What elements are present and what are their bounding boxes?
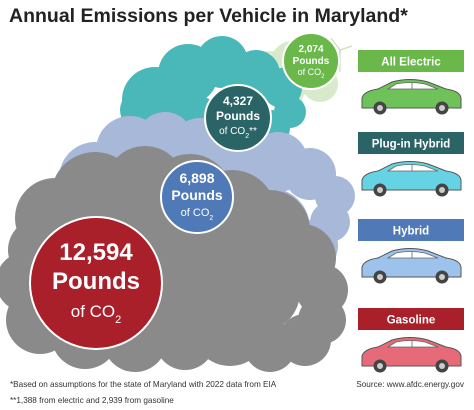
footnote-assumptions: *Based on assumptions for the state of M… <box>10 380 277 389</box>
value-co2-hybrid: of CO2 <box>181 207 214 222</box>
category-badge-all-electric <box>358 50 464 72</box>
category-label-gasoline: Gasoline <box>387 315 436 327</box>
car-icon-all-electric <box>361 79 462 115</box>
value-circle-all-electric <box>282 32 340 90</box>
value-circle-hybrid <box>160 160 234 234</box>
category-label-all-electric: All Electric <box>381 57 441 69</box>
value-unit-plug-in-hybrid: Pounds <box>216 109 260 123</box>
footnote-plugin-breakdown: **1,388 from electric and 2,939 from gas… <box>10 396 174 405</box>
car-icon-plug-in-hybrid <box>361 161 462 197</box>
value-unit-gasoline: Pounds <box>52 268 140 295</box>
value-unit-all-electric: Pounds <box>293 56 330 67</box>
value-co2-all-electric: of CO2 <box>298 67 326 80</box>
category-label-hybrid: Hybrid <box>393 226 429 238</box>
value-label-all-electric: 2,074 <box>298 44 323 55</box>
category-badge-gasoline <box>358 308 464 330</box>
value-label-plug-in-hybrid: 4,327 <box>223 94 253 108</box>
value-label-hybrid: 6,898 <box>179 170 214 186</box>
value-circle-plug-in-hybrid <box>204 84 272 152</box>
source-note: Source: www.afdc.energy.gov <box>356 380 464 389</box>
category-badge-hybrid <box>358 219 464 241</box>
chart-title: Annual Emissions per Vehicle in Maryland… <box>9 5 408 27</box>
car-icon-hybrid <box>361 248 462 284</box>
category-badge-plug-in-hybrid <box>358 132 464 154</box>
value-unit-hybrid: Pounds <box>171 187 223 203</box>
car-icon-gasoline <box>361 337 462 373</box>
value-label-gasoline: 12,594 <box>59 239 133 266</box>
value-circle-gasoline <box>29 216 163 350</box>
category-label-plug-in-hybrid: Plug-in Hybrid <box>372 139 451 151</box>
